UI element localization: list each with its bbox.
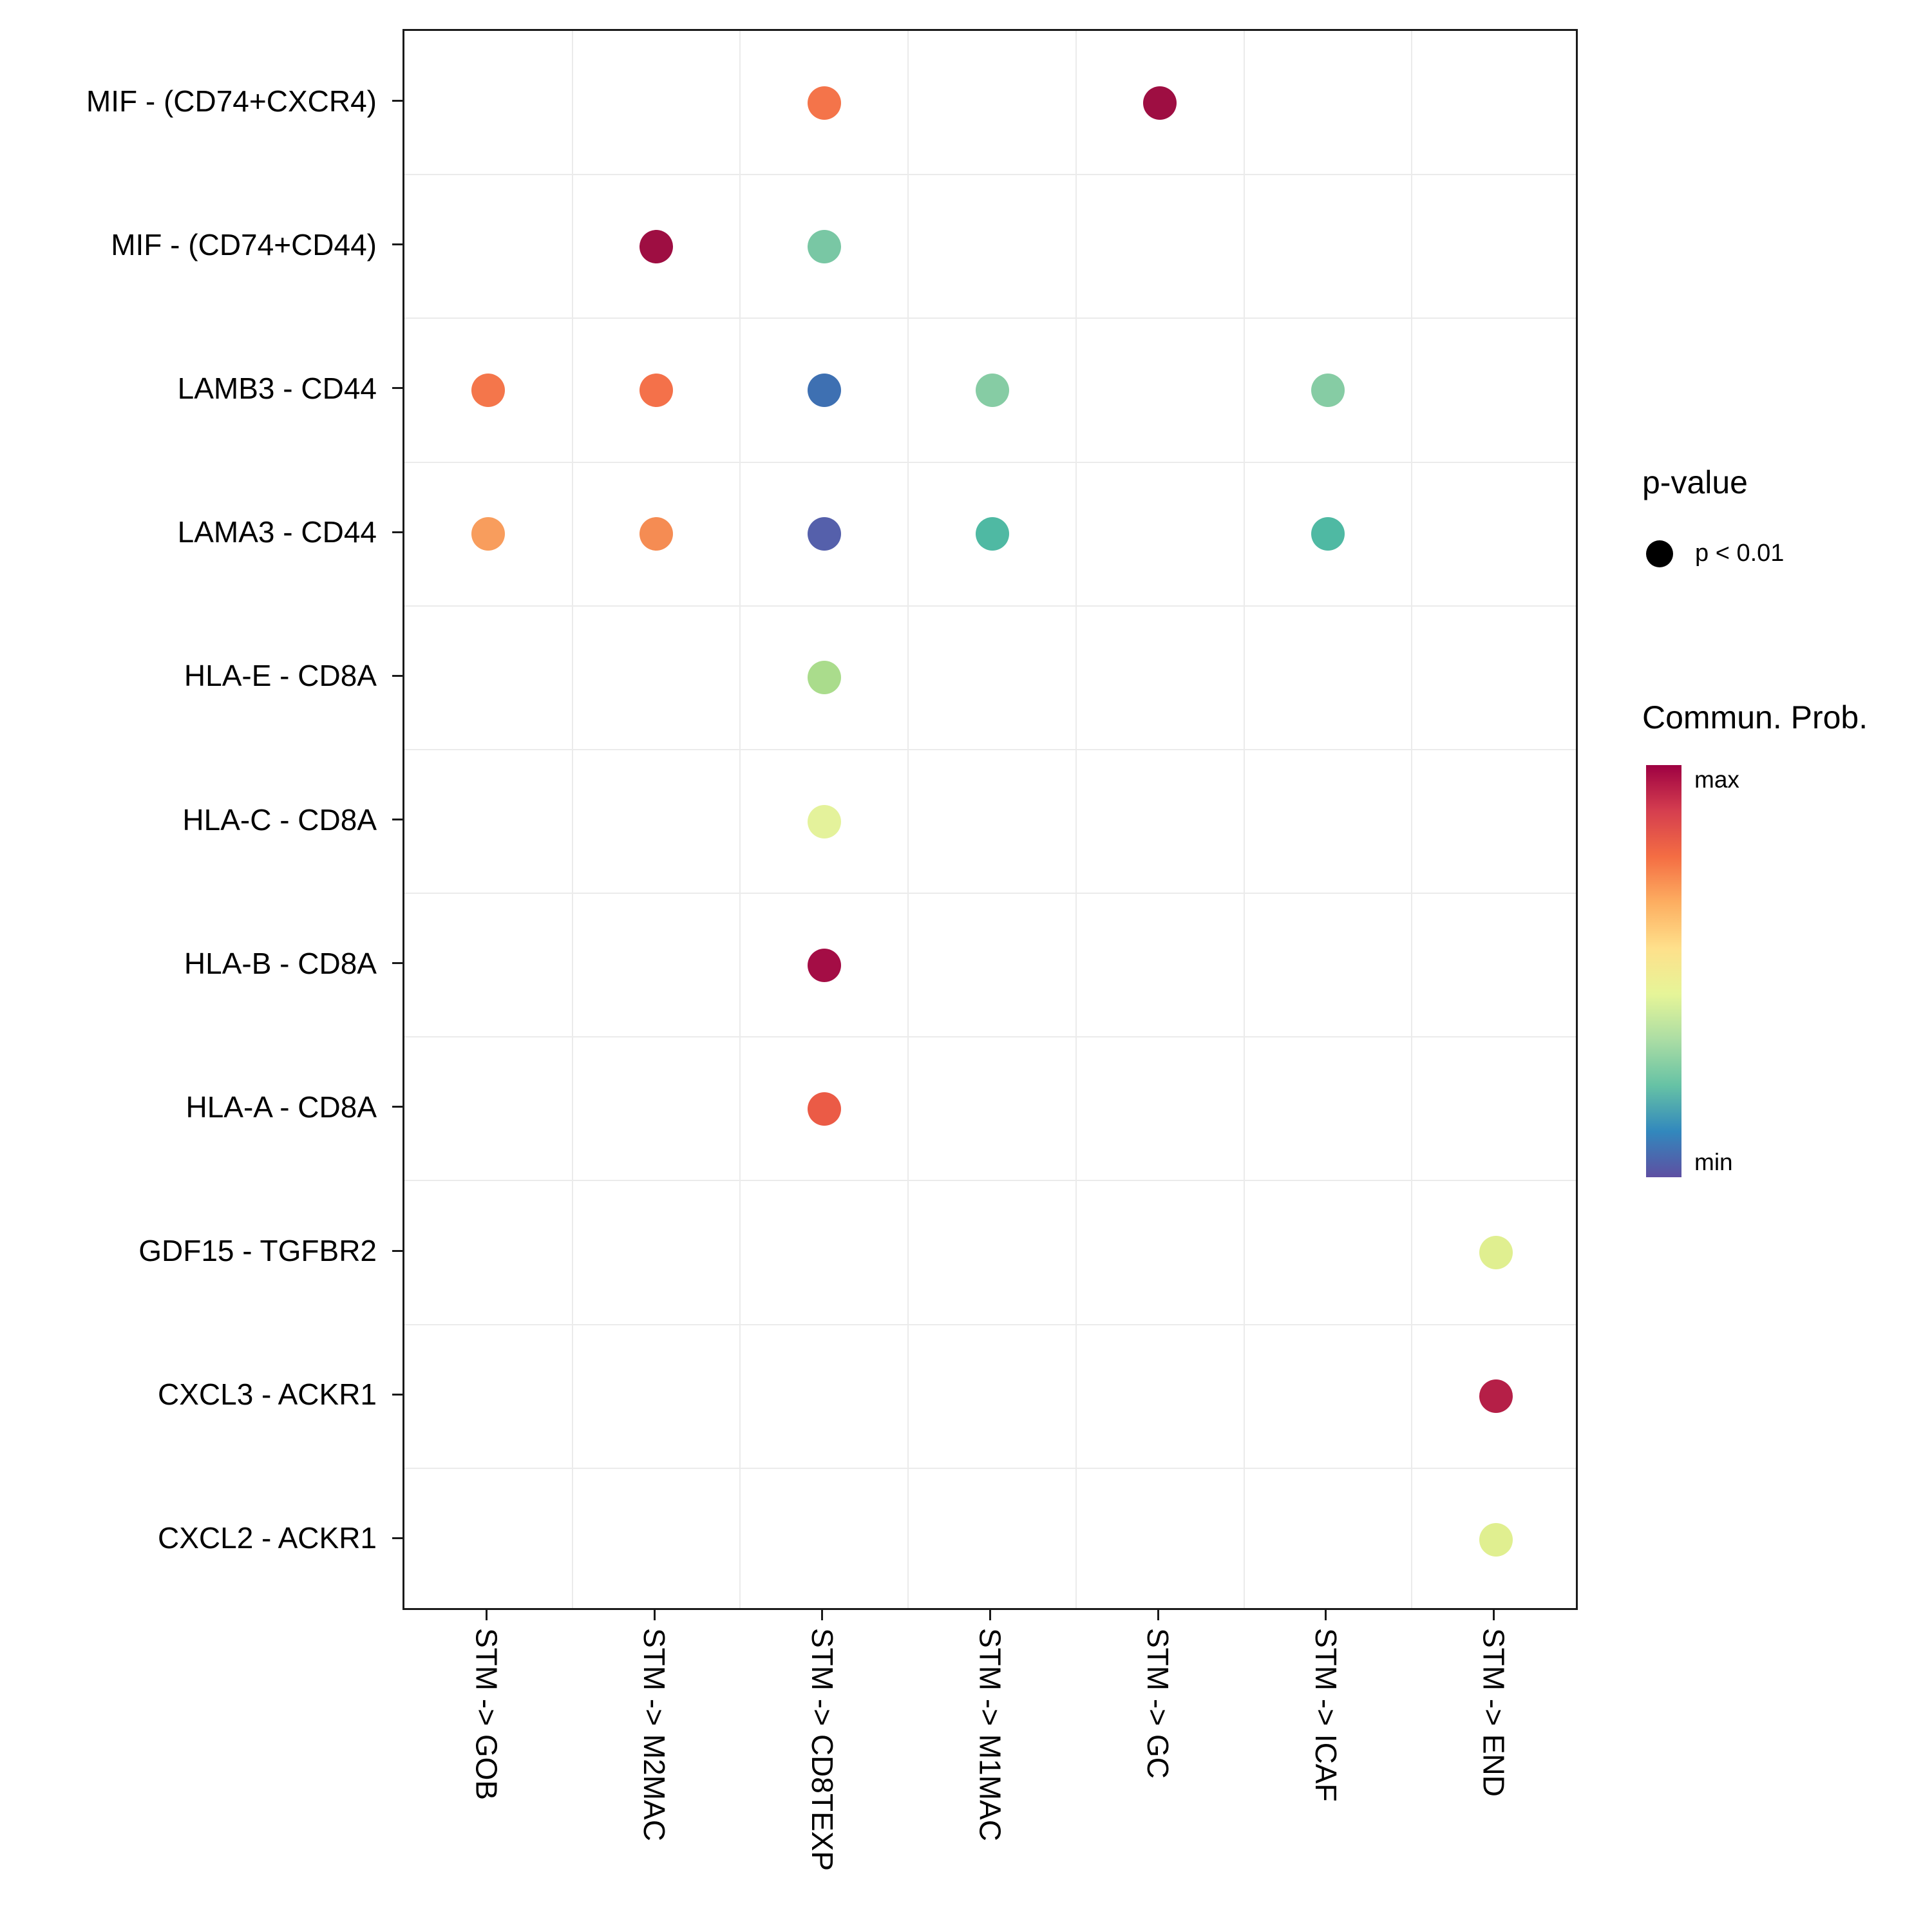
y-axis-tick [392,100,402,102]
gridline-vertical [1243,31,1245,1608]
y-axis-label: HLA-C - CD8A [182,802,377,837]
y-axis-tick [392,387,402,390]
y-axis-label: CXCL3 - ACKR1 [157,1378,377,1412]
data-dot [1143,86,1177,120]
x-axis-tick [1325,1610,1327,1620]
x-axis-label: STM -> M2MAC [638,1628,672,1841]
y-axis-tick [392,243,402,246]
x-axis-tick [653,1610,656,1620]
y-axis-tick [392,531,402,533]
gridline-vertical [907,31,909,1608]
gridline-horizontal [404,893,1576,895]
y-axis-tick [392,1249,402,1252]
x-axis-tick [1157,1610,1159,1620]
gridline-vertical [739,31,741,1608]
data-dot [975,517,1009,551]
legend-pvalue: p-value p < 0.01 [1642,464,1784,567]
y-axis-label: HLA-B - CD8A [184,946,377,980]
data-dot [807,948,841,982]
y-axis-tick [392,1537,402,1539]
x-axis-tick [989,1610,991,1620]
colorbar-gradient [1646,765,1681,1177]
data-dot [639,517,674,551]
data-dot [807,517,841,551]
gridline-horizontal [404,174,1576,176]
y-axis-label: GDF15 - TGFBR2 [138,1234,377,1268]
x-axis-label: STM -> ICAF [1309,1628,1343,1802]
x-axis-label: STM -> END [1477,1628,1511,1797]
data-dot [1311,517,1345,551]
x-axis-tick [1493,1610,1495,1620]
gridline-vertical [571,31,573,1608]
y-axis-tick [392,962,402,965]
gridline-horizontal [404,1036,1576,1038]
legend-pvalue-title: p-value [1642,464,1748,500]
y-axis-label: HLA-E - CD8A [184,659,377,693]
data-dot [639,229,674,263]
x-axis-label: STM -> GOB [469,1628,504,1801]
colorbar-row: max min [1646,765,1868,1177]
data-dot [639,373,674,407]
gridline-horizontal [404,461,1576,463]
x-axis-label: STM -> CD8TEXP [805,1628,839,1871]
gridline-vertical [1411,31,1413,1608]
y-axis-label: MIF - (CD74+CXCR4) [86,84,377,118]
data-dot [807,804,841,838]
pvalue-entry-label: p < 0.01 [1695,540,1785,567]
data-dot [807,86,841,120]
colorbar-labels: max min [1694,765,1739,1177]
data-dot [1479,1236,1513,1270]
data-dot [1479,1523,1513,1557]
gridline-horizontal [404,1323,1576,1325]
y-axis-tick [392,1393,402,1396]
legend-pvalue-entry: p < 0.01 [1646,540,1784,567]
legend-colorbar: Commun. Prob. max min [1642,699,1868,1177]
data-dot [1479,1379,1513,1414]
gridline-horizontal [404,317,1576,319]
x-axis-label: STM -> GC [1141,1628,1175,1779]
y-axis-label: LAMA3 - CD44 [177,515,377,549]
y-axis-tick [392,674,402,677]
data-dot [807,661,841,695]
data-dot [975,373,1009,407]
plot-panel [402,29,1578,1610]
y-axis-tick [392,1106,402,1108]
data-dot [807,373,841,407]
gridline-horizontal [404,1467,1576,1469]
y-axis-label: HLA-A - CD8A [185,1090,377,1124]
y-axis-tick [392,819,402,820]
y-axis-label: CXCL2 - ACKR1 [157,1521,377,1555]
legend-colorbar-title: Commun. Prob. [1642,699,1868,735]
gridline-horizontal [404,605,1576,607]
colorbar-max-label: max [1694,766,1739,793]
pvalue-dot-icon [1646,540,1673,567]
data-dot [807,1092,841,1126]
x-axis-tick [821,1610,824,1620]
data-dot [807,229,841,263]
gridline-vertical [1075,31,1077,1608]
y-axis-label: MIF - (CD74+CD44) [111,227,377,261]
x-axis-label: STM -> M1MAC [973,1628,1007,1841]
data-dot [471,373,506,407]
gridline-horizontal [404,1180,1576,1182]
data-dot [471,517,506,551]
data-dot [1311,373,1345,407]
colorbar-min-label: min [1694,1149,1733,1175]
y-axis-label: LAMB3 - CD44 [177,371,377,405]
x-axis-tick [485,1610,488,1620]
gridline-horizontal [404,748,1576,750]
